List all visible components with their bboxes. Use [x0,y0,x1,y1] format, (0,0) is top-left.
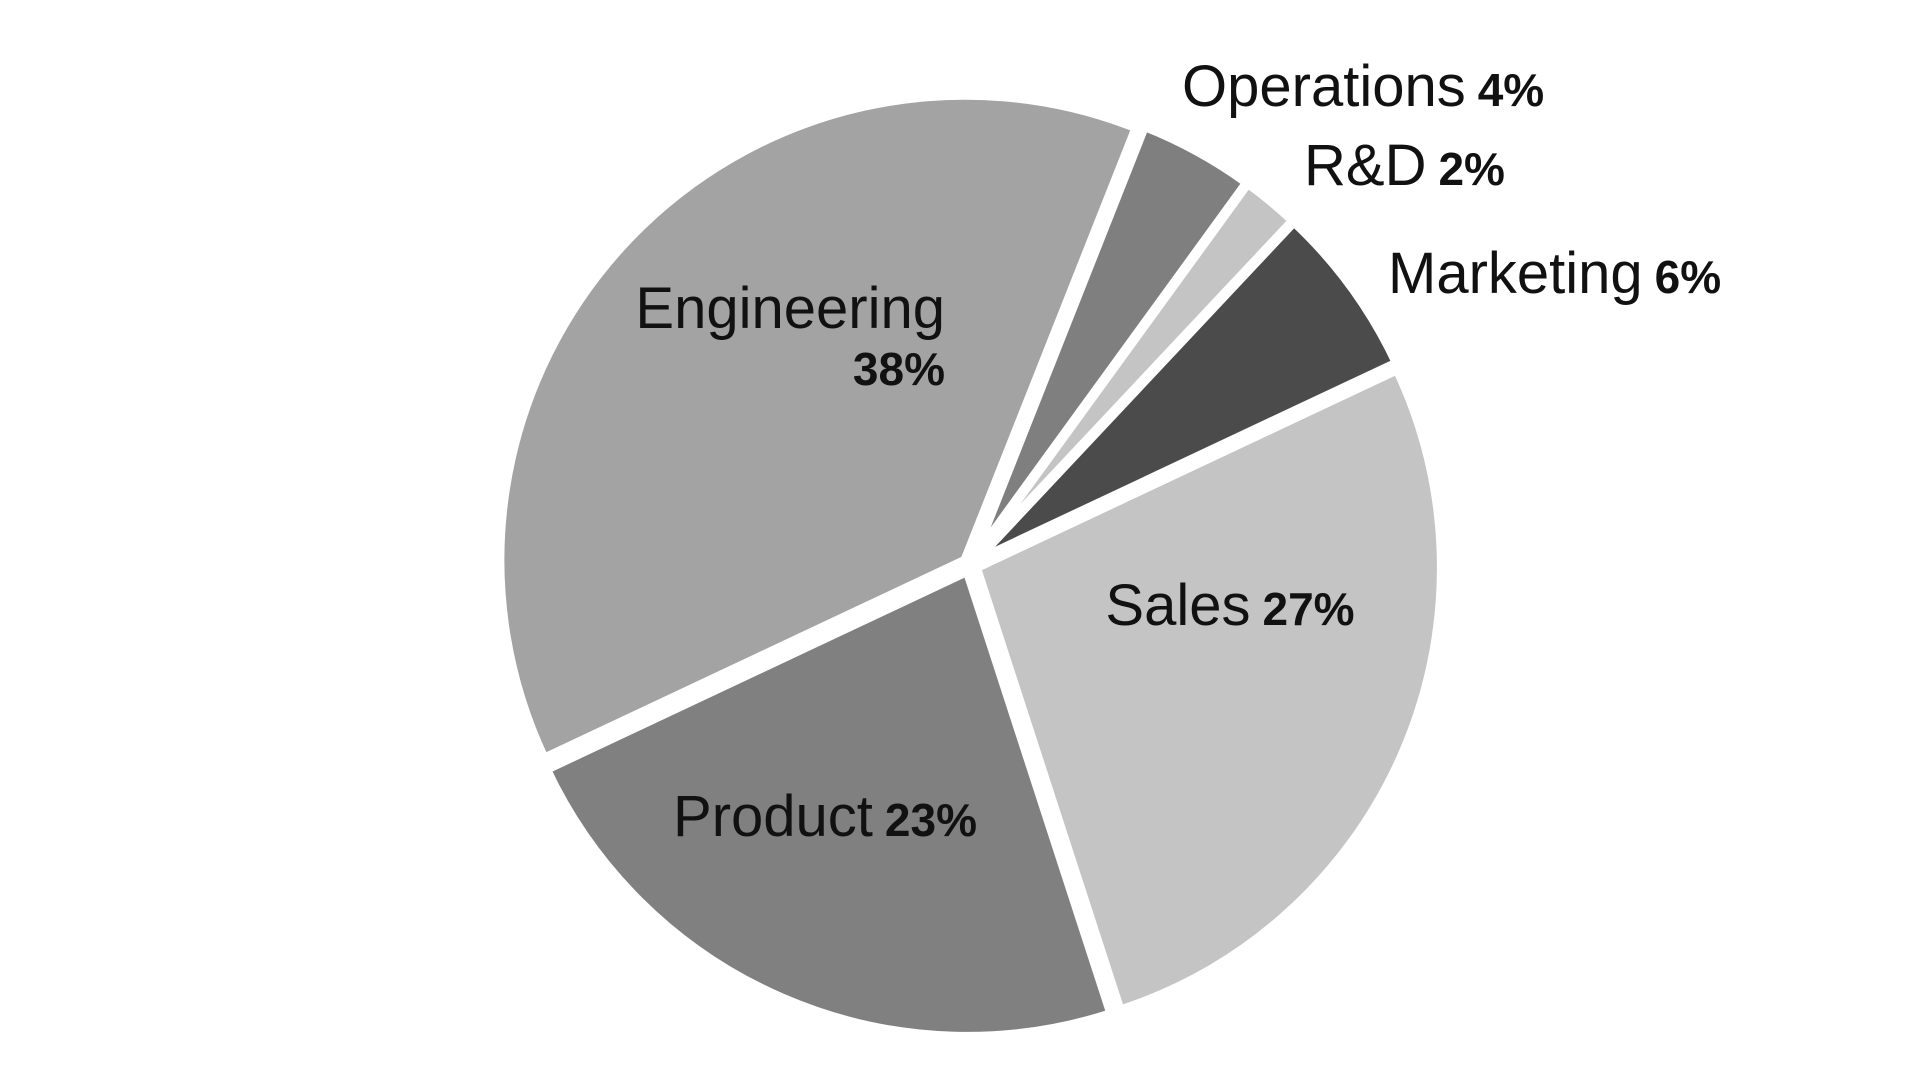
pie-slice-marketing [971,217,1401,566]
slice-label-group-sales: Sales 27% [1105,573,1354,638]
slice-label-product: Product [673,784,873,849]
slice-label-sales: Sales [1105,573,1250,638]
slice-label-operations: Operations [1182,54,1466,119]
slice-value-sales: 27% [1263,583,1355,635]
slice-label-marketing: Marketing [1388,241,1643,306]
slice-label-group-product: Product 23% [673,784,977,849]
slice-value-product: 23% [885,794,977,846]
slice-label-r-d: R&D [1304,133,1426,198]
pie-slice-sales [971,365,1446,1015]
pie-slice-product [541,566,1116,1041]
slice-value-engineering: 38% [853,343,945,395]
slice-label-group-r-d: R&D 2% [1304,133,1505,198]
slice-value-marketing: 6% [1655,251,1721,303]
slice-label-group-operations: Operations 4% [1182,54,1544,119]
pie-slices [495,90,1446,1041]
slice-label-group-marketing: Marketing 6% [1388,241,1721,306]
slice-value-operations: 4% [1478,64,1544,116]
slice-label-engineering: Engineering [635,276,945,341]
pie-slice-engineering [495,90,1141,763]
slice-value-r-d: 2% [1438,143,1504,195]
